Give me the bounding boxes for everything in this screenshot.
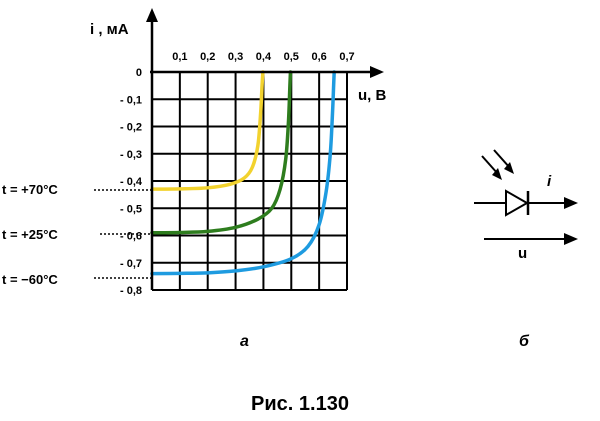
y-tick-label: - 0,5 bbox=[120, 203, 142, 215]
diode-triangle bbox=[505, 189, 530, 217]
light-ray-2-arrowhead bbox=[504, 162, 514, 174]
light-ray-1 bbox=[481, 155, 499, 175]
y-tick-label: - 0,4 bbox=[120, 176, 143, 188]
figure-caption: Рис. 1.130 bbox=[251, 393, 349, 415]
x-tick-labels: 0,1 0,2 0,3 0,4 0,5 0,6 0,7 bbox=[172, 51, 354, 63]
x-tick-label: 0,7 bbox=[339, 51, 354, 63]
photodiode-symbol: i u bbox=[474, 149, 578, 262]
y-axis-arrow bbox=[146, 8, 158, 22]
x-tick-label: 0,5 bbox=[284, 51, 299, 63]
series-curve-1 bbox=[150, 70, 293, 235]
series-curve-2 bbox=[150, 70, 336, 276]
label-t70: t = +70°C bbox=[2, 182, 58, 197]
x-tick-label: 0,1 bbox=[172, 51, 187, 63]
y-tick-labels: 0 - 0,1 - 0,2 - 0,3 - 0,4 - 0,5 - 0,6 - 0,7 - 0,… bbox=[120, 67, 143, 297]
chart-grid bbox=[152, 72, 348, 291]
sublabel-b: б bbox=[519, 333, 530, 350]
x-axis-arrow bbox=[370, 66, 384, 78]
y-tick-label: 0 bbox=[136, 67, 142, 79]
voltage-arrowhead bbox=[564, 233, 578, 245]
y-tick-label: - 0,7 bbox=[120, 258, 142, 270]
current-label: i bbox=[547, 173, 552, 190]
y-axis-label: i , мА bbox=[90, 21, 129, 38]
x-tick-label: 0,3 bbox=[228, 51, 243, 63]
y-tick-label: - 0,3 bbox=[120, 149, 142, 161]
light-ray-1-arrowhead bbox=[492, 168, 502, 180]
voltage-label: u bbox=[518, 245, 527, 262]
series-curve-0 bbox=[150, 70, 265, 191]
y-tick-label: - 0,6 bbox=[120, 231, 142, 243]
x-axis-label: u, В bbox=[358, 87, 386, 104]
x-tick-label: 0,4 bbox=[256, 51, 272, 63]
y-tick-label: - 0,2 bbox=[120, 122, 142, 134]
current-arrowhead bbox=[564, 197, 578, 209]
x-tick-label: 0,6 bbox=[311, 51, 326, 63]
label-tm60: t = −60°C bbox=[2, 272, 58, 287]
x-tick-label: 0,2 bbox=[200, 51, 215, 63]
label-t25: t = +25°C bbox=[2, 227, 58, 242]
y-tick-label: - 0,8 bbox=[120, 285, 142, 297]
y-tick-label: - 0,1 bbox=[120, 94, 142, 106]
chart-curves bbox=[150, 70, 336, 276]
sublabel-a: а bbox=[240, 333, 249, 350]
light-ray-2 bbox=[493, 149, 511, 169]
chart-axes bbox=[146, 8, 384, 290]
